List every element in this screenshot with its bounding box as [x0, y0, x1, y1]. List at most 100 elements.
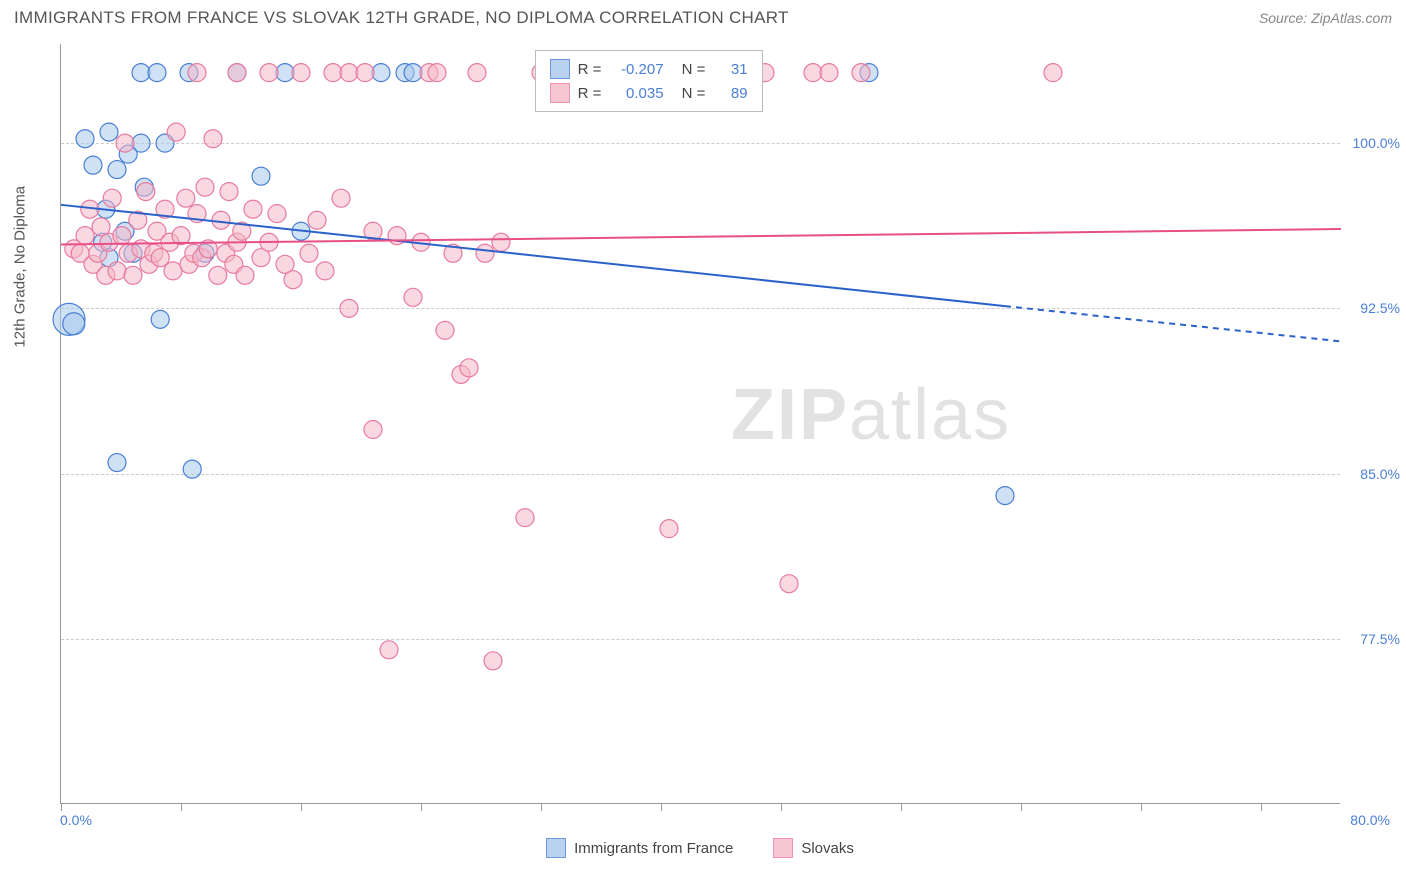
scatter-point — [151, 310, 169, 328]
scatter-point — [380, 641, 398, 659]
scatter-point — [516, 509, 534, 527]
scatter-point — [100, 123, 118, 141]
scatter-point — [177, 189, 195, 207]
legend-swatch — [550, 59, 570, 79]
x-tick — [1021, 803, 1022, 811]
scatter-point — [316, 262, 334, 280]
y-axis-title: 12th Grade, No Diploma — [12, 186, 29, 348]
scatter-point — [209, 266, 227, 284]
legend-n-value: 31 — [718, 61, 748, 78]
scatter-point — [492, 233, 510, 251]
scatter-point — [852, 64, 870, 82]
legend-n-label: N = — [682, 85, 710, 102]
scatter-point — [252, 167, 270, 185]
y-tick-label: 92.5% — [1345, 300, 1400, 316]
scatter-point — [460, 359, 478, 377]
scatter-point — [132, 64, 150, 82]
scatter-point — [260, 64, 278, 82]
scatter-point — [332, 189, 350, 207]
y-tick-label: 100.0% — [1345, 135, 1400, 151]
scatter-point — [228, 64, 246, 82]
x-min-label: 0.0% — [60, 812, 92, 828]
x-tick — [1261, 803, 1262, 811]
x-tick — [781, 803, 782, 811]
legend-r-value: 0.035 — [614, 85, 664, 102]
scatter-point — [108, 161, 126, 179]
scatter-point — [340, 299, 358, 317]
chart-header: IMMIGRANTS FROM FRANCE VS SLOVAK 12TH GR… — [0, 0, 1406, 38]
legend-r-label: R = — [578, 61, 606, 78]
scatter-point — [103, 189, 121, 207]
scatter-point — [108, 454, 126, 472]
legend-row: R = 0.035 N = 89 — [550, 81, 748, 105]
legend-swatch — [550, 83, 570, 103]
scatter-point — [324, 64, 342, 82]
x-tick — [661, 803, 662, 811]
scatter-point — [148, 64, 166, 82]
legend-swatch — [546, 838, 566, 858]
scatter-point — [372, 64, 390, 82]
scatter-svg — [61, 44, 1340, 803]
scatter-point — [996, 487, 1014, 505]
scatter-point — [468, 64, 486, 82]
scatter-point — [204, 130, 222, 148]
scatter-point — [164, 262, 182, 280]
scatter-point — [76, 130, 94, 148]
correlation-legend: R = -0.207 N = 31 R = 0.035 N = 89 — [535, 50, 763, 112]
series-name: Immigrants from France — [574, 840, 733, 857]
scatter-point — [340, 64, 358, 82]
legend-r-value: -0.207 — [614, 61, 664, 78]
scatter-point — [484, 652, 502, 670]
y-tick-label: 77.5% — [1345, 631, 1400, 647]
legend-n-value: 89 — [718, 85, 748, 102]
scatter-point — [116, 134, 134, 152]
x-tick — [541, 803, 542, 811]
scatter-point — [780, 575, 798, 593]
x-tick — [901, 803, 902, 811]
legend-n-label: N = — [682, 61, 710, 78]
x-tick — [181, 803, 182, 811]
scatter-point — [404, 64, 422, 82]
scatter-point — [84, 156, 102, 174]
legend-r-label: R = — [578, 85, 606, 102]
scatter-point — [196, 178, 214, 196]
scatter-point — [63, 313, 85, 335]
scatter-point — [1044, 64, 1062, 82]
scatter-point — [660, 520, 678, 538]
scatter-point — [137, 183, 155, 201]
series-legend-item: Immigrants from France — [546, 838, 733, 858]
scatter-point — [113, 227, 131, 245]
x-tick — [61, 803, 62, 811]
series-legend: Immigrants from France Slovaks — [60, 838, 1340, 858]
legend-swatch — [773, 838, 793, 858]
regression-line-dashed — [1005, 306, 1341, 341]
regression-line — [61, 229, 1341, 244]
chart-title: IMMIGRANTS FROM FRANCE VS SLOVAK 12TH GR… — [14, 8, 789, 28]
scatter-point — [284, 271, 302, 289]
scatter-point — [364, 421, 382, 439]
scatter-point — [124, 266, 142, 284]
scatter-point — [276, 64, 294, 82]
x-tick — [421, 803, 422, 811]
x-max-label: 80.0% — [1350, 812, 1390, 828]
scatter-point — [476, 244, 494, 262]
scatter-point — [436, 321, 454, 339]
scatter-point — [308, 211, 326, 229]
scatter-point — [76, 227, 94, 245]
scatter-point — [212, 211, 230, 229]
y-tick-label: 85.0% — [1345, 466, 1400, 482]
scatter-point — [188, 64, 206, 82]
scatter-point — [236, 266, 254, 284]
x-tick — [301, 803, 302, 811]
scatter-point — [404, 288, 422, 306]
scatter-point — [804, 64, 822, 82]
scatter-point — [292, 64, 310, 82]
scatter-point — [300, 244, 318, 262]
scatter-point — [108, 262, 126, 280]
legend-row: R = -0.207 N = 31 — [550, 57, 748, 81]
scatter-point — [132, 134, 150, 152]
scatter-point — [356, 64, 374, 82]
scatter-point — [268, 205, 286, 223]
scatter-point — [183, 460, 201, 478]
series-legend-item: Slovaks — [773, 838, 854, 858]
